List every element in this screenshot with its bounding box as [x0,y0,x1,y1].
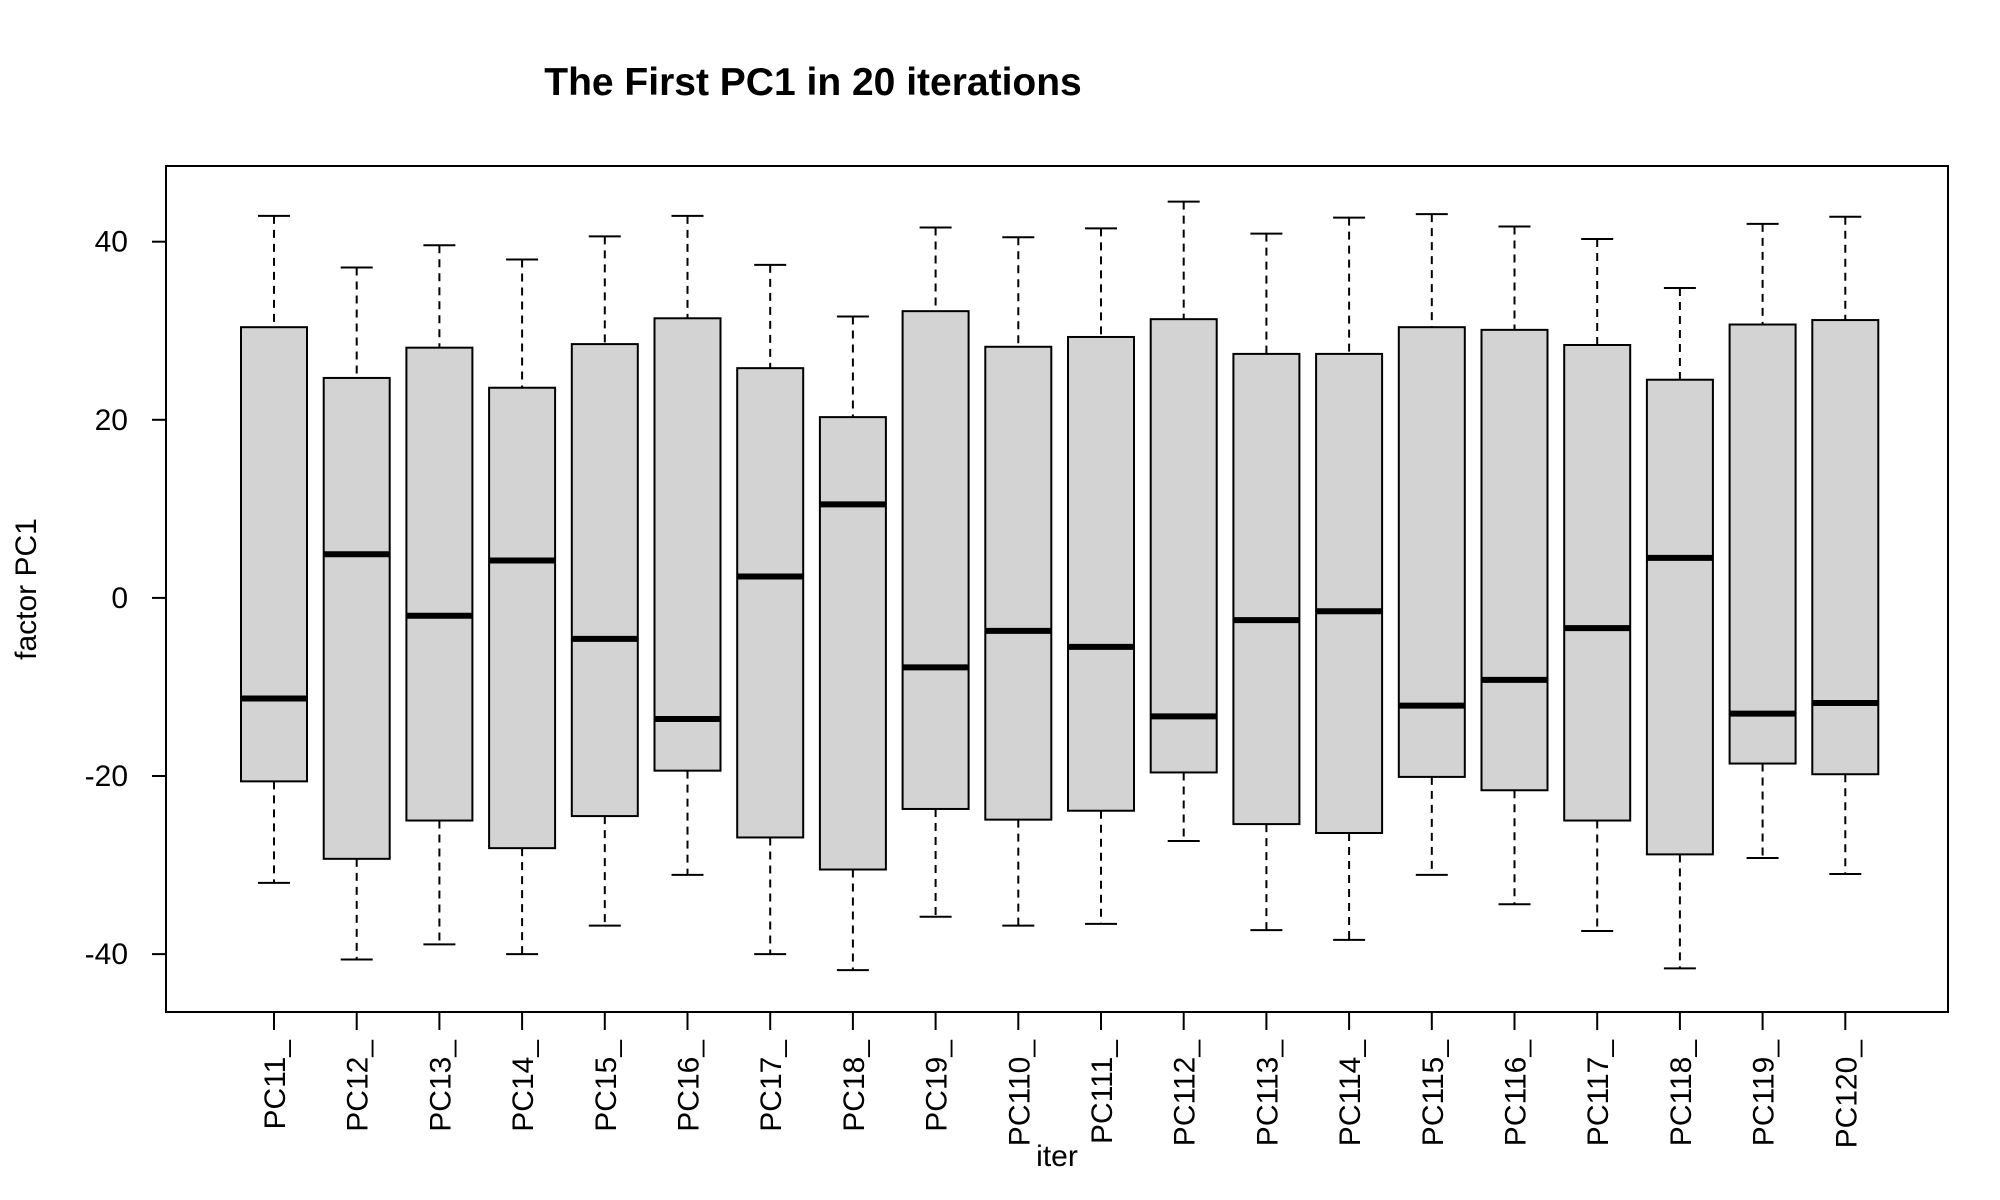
x-tick-label: PC117_ [1582,1039,1615,1147]
box-PC114_ [1315,216,1384,941]
box-PC13_ [405,244,474,946]
box-PC12_ [322,266,391,961]
x-tick-label: PC113_ [1251,1039,1284,1147]
x-tick-label: PC114_ [1334,1039,1367,1147]
box-iqr [1397,326,1466,778]
x-tick-label: PC110_ [1003,1039,1036,1147]
x-tick-label: PC14_ [507,1039,540,1132]
y-tick-label: -20 [85,760,128,793]
y-tick-label: 20 [95,404,128,437]
box-iqr [570,343,639,818]
box-PC110_ [984,236,1053,927]
box-iqr [1315,352,1384,835]
box-PC115_ [1397,213,1466,876]
box-PC19_ [901,226,970,918]
box-PC18_ [818,315,887,972]
box-iqr [240,326,308,783]
box-PC116_ [1480,225,1549,906]
x-tick-label: PC11_ [259,1039,292,1130]
box-iqr [1563,343,1632,822]
x-tick-label: PC18_ [838,1039,871,1132]
box-PC112_ [1149,200,1218,843]
x-tick-label: PC15_ [590,1039,623,1132]
box-PC117_ [1563,238,1632,932]
box-PC15_ [570,235,639,927]
boxes-group [240,200,1880,972]
box-iqr [984,345,1053,821]
y-tick-label: 0 [111,582,128,615]
box-PC120_ [1811,215,1880,875]
x-tick-label: PC112_ [1169,1039,1202,1147]
x-tick-label: PC118_ [1665,1039,1698,1147]
box-iqr [653,317,722,772]
box-iqr [488,386,557,850]
box-iqr [736,367,805,839]
y-axis-label: factor PC1 [10,518,43,660]
box-PC16_ [653,214,722,876]
box-iqr [1728,323,1797,765]
y-axis: -40 -20 0 20 40 [85,226,167,971]
box-iqr [322,376,391,860]
box-PC119_ [1728,222,1797,859]
x-axis-label: iter [1036,1140,1078,1173]
box-PC17_ [736,263,805,956]
x-tick-label: PC116_ [1500,1039,1533,1147]
x-tick-label: PC111_ [1086,1039,1119,1144]
x-axis: PC11_ PC12_ PC13_ PC14_ PC15_ PC16_ PC17_ PC18_… [259,1011,1863,1149]
chart-title: The First PC1 in 20 iterations [544,61,1081,104]
box-PC118_ [1645,287,1714,970]
x-tick-label: PC12_ [342,1039,375,1132]
box-iqr [1811,319,1880,776]
box-iqr [1480,328,1549,792]
x-tick-label: PC19_ [921,1039,954,1132]
x-tick-label: PC119_ [1748,1039,1781,1147]
x-tick-label: PC16_ [673,1039,706,1132]
box-PC113_ [1232,232,1301,932]
x-tick-label: PC13_ [424,1039,457,1132]
x-tick-label: PC115_ [1417,1039,1450,1147]
box-iqr [818,416,887,871]
box-iqr [405,346,474,822]
box-iqr [1067,335,1135,812]
y-tick-label: -40 [85,938,128,971]
box-PC111_ [1067,227,1135,925]
x-tick-label: PC120_ [1830,1039,1863,1149]
box-iqr [1149,318,1218,774]
box-PC11_ [240,214,308,884]
box-iqr [1232,352,1301,826]
box-iqr [1645,378,1714,856]
box-PC14_ [488,258,557,956]
box-iqr [901,310,970,810]
x-tick-label: PC17_ [755,1039,788,1132]
y-tick-label: 40 [95,226,128,259]
